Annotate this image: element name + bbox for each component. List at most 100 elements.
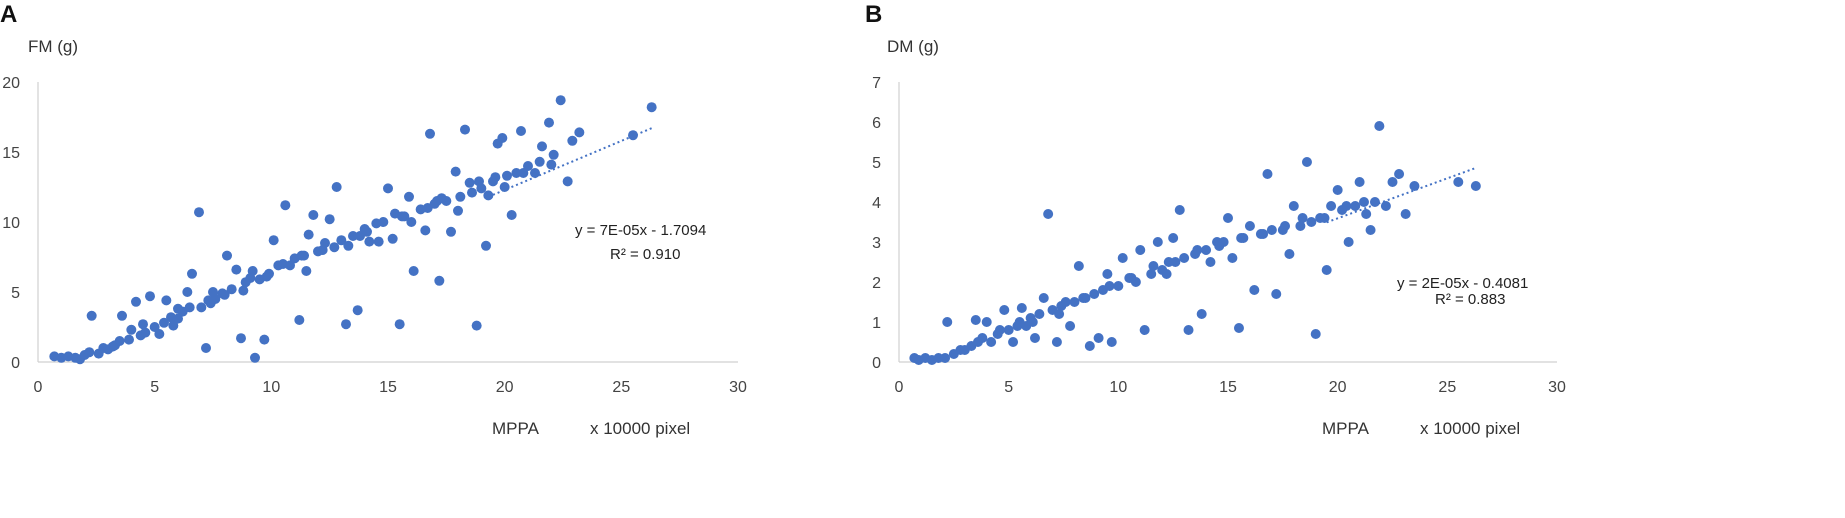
- equation-a: y = 7E-05x - 1.7094: [575, 222, 706, 239]
- data-point: [173, 303, 183, 314]
- data-point: [516, 126, 526, 136]
- data-point: [1223, 213, 1233, 223]
- data-point: [1453, 177, 1464, 187]
- data-point: [555, 95, 566, 106]
- y-tick-label: 1: [872, 315, 881, 332]
- data-point: [1073, 261, 1084, 271]
- data-point: [1321, 265, 1332, 275]
- data-point: [1205, 257, 1216, 267]
- data-point: [1227, 253, 1238, 263]
- data-point: [1201, 245, 1212, 255]
- data-point: [546, 159, 557, 170]
- data-point: [1249, 285, 1260, 295]
- data-point: [420, 225, 431, 236]
- data-point: [1008, 337, 1019, 347]
- data-point: [324, 214, 335, 225]
- data-point: [131, 296, 141, 307]
- data-point: [506, 210, 517, 220]
- y-tick-label: 20: [2, 75, 20, 92]
- chart-panel-b: B DM (g) 0 5 10 15 20 25 30 0 1 2 3 4 5 6 7 y = 2E-05…: [865, 1, 1566, 438]
- data-point: [474, 176, 484, 187]
- data-point: [1027, 317, 1038, 327]
- y-ticks-b: 0 1 2 3 4 5 6 7: [872, 75, 881, 372]
- data-point: [352, 305, 363, 316]
- data-point: [1354, 177, 1365, 187]
- data-point: [481, 240, 491, 251]
- data-point: [446, 226, 456, 237]
- x-tick-label: 30: [729, 379, 747, 396]
- data-point: [348, 231, 358, 241]
- x-tick-label: 15: [379, 379, 397, 396]
- data-point: [544, 117, 554, 128]
- data-point: [1060, 297, 1071, 307]
- data-point: [1084, 341, 1095, 351]
- data-point: [1343, 237, 1354, 247]
- y-tick-label: 5: [11, 285, 20, 302]
- data-point: [250, 352, 260, 363]
- data-point: [567, 135, 578, 146]
- data-point: [1106, 337, 1117, 347]
- x-tick-label: 0: [34, 379, 43, 396]
- data-point: [408, 266, 419, 276]
- panel-letter-b: B: [865, 1, 882, 28]
- y-tick-label: 5: [872, 155, 881, 172]
- data-point: [1038, 293, 1049, 303]
- data-point: [107, 341, 118, 352]
- data-point: [1470, 181, 1481, 191]
- y-tick-label: 4: [872, 195, 881, 212]
- y-tick-label: 6: [872, 115, 881, 132]
- y-axis-label-a: FM (g): [28, 37, 78, 56]
- data-point: [383, 183, 393, 194]
- data-point: [1361, 209, 1372, 219]
- data-point: [499, 182, 510, 192]
- data-point: [1288, 201, 1299, 211]
- data-point: [455, 191, 466, 202]
- data-point: [1113, 281, 1124, 291]
- data-point: [196, 302, 207, 313]
- data-point: [1054, 309, 1065, 319]
- data-point: [574, 127, 585, 138]
- data-point: [562, 176, 573, 187]
- data-point: [404, 191, 414, 202]
- data-point: [140, 327, 151, 338]
- y-tick-label: 15: [2, 145, 20, 162]
- data-point: [1350, 201, 1361, 211]
- x-tick-label: 0: [895, 379, 904, 396]
- data-points-a: [49, 95, 657, 365]
- x-tick-label: 5: [150, 379, 159, 396]
- data-point: [1139, 325, 1150, 335]
- y-tick-label: 7: [872, 75, 881, 92]
- data-point: [1244, 221, 1255, 231]
- data-point: [1258, 229, 1269, 239]
- equation-b: y = 2E-05x - 0.4081: [1397, 275, 1528, 292]
- data-point: [1369, 197, 1380, 207]
- data-point: [247, 266, 258, 276]
- data-point: [628, 130, 638, 141]
- data-point: [432, 196, 442, 206]
- data-point: [317, 245, 328, 255]
- data-point: [1093, 333, 1104, 343]
- data-point: [329, 242, 340, 253]
- data-point: [231, 264, 242, 275]
- data-point: [201, 343, 211, 353]
- data-point: [406, 217, 417, 227]
- data-point: [1126, 273, 1137, 283]
- data-point: [1387, 177, 1398, 187]
- data-point: [1271, 289, 1282, 299]
- data-point: [1014, 317, 1025, 327]
- data-point: [942, 317, 953, 327]
- data-point: [994, 325, 1005, 335]
- data-point: [1003, 325, 1014, 335]
- x-axis-unit-b: x 10000 pixel: [1420, 419, 1520, 438]
- data-point: [1374, 121, 1385, 131]
- data-point: [159, 317, 169, 328]
- data-point: [362, 226, 372, 237]
- data-point: [1089, 289, 1100, 299]
- data-point: [1104, 281, 1115, 291]
- data-point: [1170, 257, 1181, 267]
- x-tick-label: 30: [1548, 379, 1566, 396]
- data-point: [1297, 213, 1308, 223]
- r-squared-b: R² = 0.883: [1435, 291, 1505, 308]
- data-point: [981, 317, 992, 327]
- data-point: [999, 305, 1010, 315]
